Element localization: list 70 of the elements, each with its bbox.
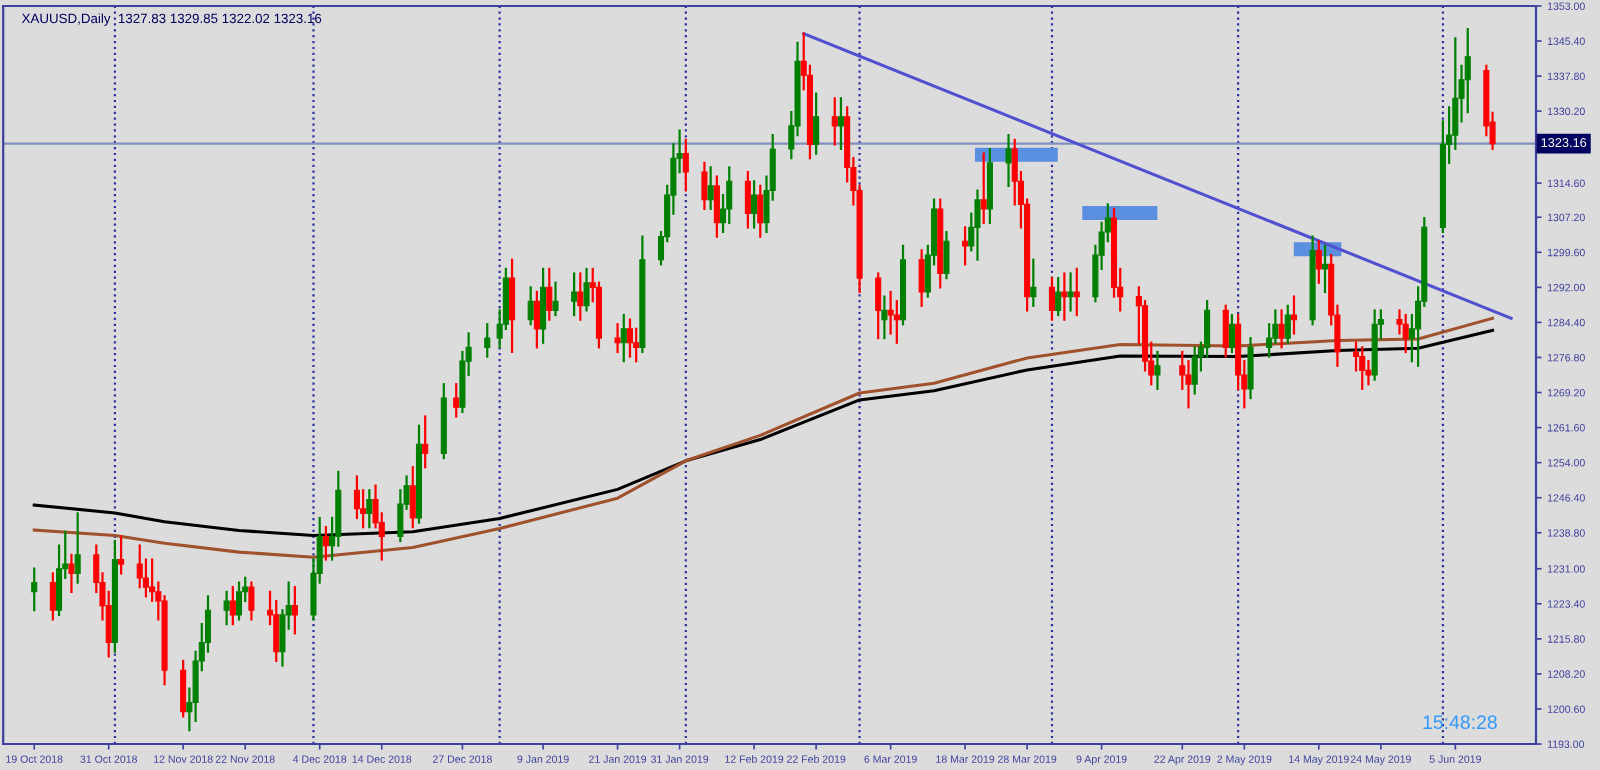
candlestick <box>533 290 540 349</box>
candlestick <box>1055 277 1062 317</box>
candlestick <box>1154 350 1161 390</box>
candlestick <box>583 267 590 312</box>
candlestick <box>1067 272 1074 312</box>
candlestick <box>837 97 845 151</box>
candlestick <box>1247 336 1254 400</box>
candlestick <box>453 383 460 418</box>
candlestick <box>291 586 298 635</box>
candlestick <box>707 166 714 211</box>
candlestick <box>744 170 751 229</box>
candlestick <box>1402 313 1409 354</box>
candlestick <box>713 175 720 238</box>
candlestick <box>875 272 882 340</box>
annotation: 15:48:28 <box>1423 715 1497 730</box>
candlestick <box>1284 304 1291 344</box>
candlestick <box>540 267 547 344</box>
candlestick <box>626 318 634 358</box>
candlestick <box>918 249 925 307</box>
candlestick <box>881 295 888 340</box>
candlestick <box>1030 258 1037 307</box>
candlestick <box>1278 309 1285 349</box>
candlestick <box>1228 313 1235 354</box>
candlestick <box>831 97 838 146</box>
candlestick <box>751 180 758 229</box>
candlestick <box>273 599 280 663</box>
candlestick <box>229 586 236 626</box>
candlestick <box>986 147 993 224</box>
candlestick <box>118 535 125 575</box>
candlestick <box>322 526 329 561</box>
candlestick <box>577 272 584 321</box>
candlestick <box>527 286 534 326</box>
candlestick <box>974 189 981 261</box>
candlestick <box>509 258 516 354</box>
candlestick <box>484 323 491 358</box>
candlestick <box>1464 27 1471 114</box>
candlestick <box>980 152 987 224</box>
candlestick <box>813 92 820 155</box>
candlestick <box>1048 277 1055 321</box>
candlestick <box>1321 244 1329 294</box>
candlestick <box>409 466 416 529</box>
candlestick <box>757 184 764 238</box>
candlestick <box>633 327 640 363</box>
candlestick <box>1073 267 1080 317</box>
candlestick <box>571 272 578 317</box>
candlestick <box>248 581 255 621</box>
candlestick <box>620 313 627 363</box>
candlestick <box>1315 240 1322 284</box>
candlestick <box>422 415 429 469</box>
candlestick <box>682 138 689 192</box>
candlestick <box>1290 295 1298 335</box>
candlestick <box>180 659 187 718</box>
candlestick <box>223 590 230 626</box>
candlestick <box>552 281 559 317</box>
candlestick <box>614 323 621 354</box>
candlestick <box>1191 346 1198 395</box>
candlestick <box>1222 304 1229 358</box>
candlestick <box>353 475 360 520</box>
candlestick <box>68 553 75 593</box>
candlestick <box>235 581 243 621</box>
candlestick <box>31 567 38 612</box>
candlestick <box>1005 134 1012 187</box>
candlestick <box>49 572 56 621</box>
candlestick <box>1061 272 1068 321</box>
candlestick <box>701 161 708 211</box>
candlestick <box>74 512 81 584</box>
candlestick <box>366 489 373 529</box>
candlestick <box>943 230 950 280</box>
candlestick <box>1359 346 1366 390</box>
candlestick <box>546 267 553 321</box>
